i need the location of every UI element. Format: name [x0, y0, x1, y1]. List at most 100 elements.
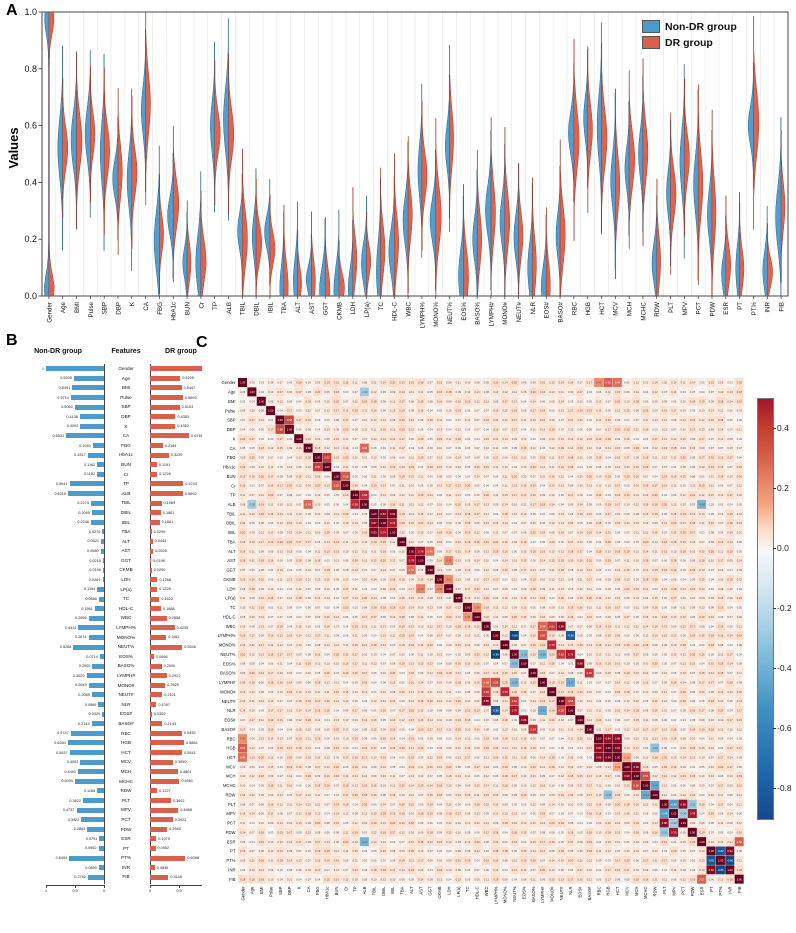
legend-label-nondr: Non-DR group [665, 20, 737, 33]
feature-row: 0.4092 K 0.4352 [12, 422, 216, 432]
dr-bar-cell: 0.0443 [148, 537, 216, 547]
panel-b-label: B [6, 332, 18, 349]
dr-bar-cell: 0.2811 [148, 633, 216, 643]
value-label-dr: 0.1989 [163, 501, 176, 506]
value-label-nondr: 0.1940 [79, 443, 91, 448]
bar-nondr [99, 836, 104, 842]
value-label-dr: 0.0443 [154, 539, 167, 544]
value-label-nondr: 0.5268 [59, 645, 72, 650]
bar-nondr [76, 807, 104, 813]
dr-bar-cell: 0.5205 [148, 374, 216, 384]
bar-dr [150, 874, 169, 880]
violin-nondr-half [735, 192, 740, 297]
x-tick-label: TP [212, 302, 219, 310]
dr-bar-cell: 0.0952 [148, 844, 216, 854]
violin-dr-half [697, 84, 704, 286]
value-label-dr: 0.4235 [176, 625, 189, 630]
bar-dr [150, 702, 157, 708]
panel-b-header-features: Features [111, 348, 141, 355]
value-label-nondr: 0.4138 [66, 414, 78, 419]
x-tick-label: ESR [723, 301, 730, 314]
feature-label: DBIL [120, 509, 132, 515]
bar-dr [150, 663, 162, 669]
value-label-nondr: 0.0199 [89, 568, 101, 573]
feature-row: 0.0329 EOS# 0.0352 [12, 709, 216, 719]
value-label-dr: 0.0198 [153, 558, 165, 563]
violin-dr-half [228, 53, 235, 216]
bar-dr [150, 452, 169, 458]
colorbar-tick-label: 0.0 [777, 543, 789, 553]
value-label-nondr: 0.0215 [89, 558, 101, 563]
feature-row: 0.2274 TBIL 0.1989 [12, 498, 216, 508]
value-label-nondr: 0.6000 [55, 856, 68, 861]
value-label-nondr: 0.5060 [61, 405, 73, 410]
value-label-dr: 0.2922 [168, 673, 181, 678]
value-label-nondr: 0.2863 [73, 827, 86, 832]
dr-bar-cell: 0.1661 [148, 518, 216, 528]
bar-dr [150, 798, 171, 804]
nondr-bar-cell: 0.0261 [12, 575, 104, 585]
violin-dr-half [103, 67, 110, 235]
value-label-nondr: 0.4092 [66, 424, 79, 429]
violin-nondr-half [555, 165, 561, 297]
nondr-bar-cell: 0.4062 [12, 757, 104, 767]
bar-dr [150, 414, 176, 420]
violin-dr-half [324, 217, 331, 297]
y-tick-label: 0.8 [24, 64, 37, 74]
violin-dr-half [255, 178, 262, 297]
feature-row: 0.4491 MCH 0.4801 [12, 767, 216, 777]
nondr-bar-cell: 0.5268 [12, 642, 104, 652]
colorbar-tick-label: -0.6 [777, 723, 792, 733]
dr-bar-cell: 0.5546 [148, 642, 216, 652]
dr-bar-cell: 0.2922 [148, 671, 216, 681]
violin-dr-half [601, 42, 608, 235]
value-label-nondr: 0.0866 [85, 597, 97, 602]
violin-nondr-half [762, 205, 768, 297]
feature-row: 0.5714 Pulse 0.5693 [12, 393, 216, 403]
feature-label: TBIL [121, 500, 131, 506]
bar-nondr [88, 634, 104, 640]
feature-row: 0.2674 MONO% 0.2811 [12, 633, 216, 643]
feature-bars-panel: Non-DR group Features DR group 1 Gender 1 0… [4, 344, 216, 919]
bar-dr [150, 826, 168, 832]
value-label-nondr: 0.1154 [83, 587, 96, 592]
violin-nondr-half [44, 11, 50, 297]
legend-label-dr: DR group [665, 36, 713, 49]
violin-nondr-half [499, 143, 506, 297]
nondr-bar-cell: 0.6000 [12, 853, 104, 863]
feature-label: FIB [122, 874, 130, 880]
feature-row: 0.1162 BUN 0.1191 [12, 460, 216, 470]
value-label-dr: 0.5693 [185, 395, 197, 400]
bar-nondr [78, 769, 104, 775]
violin-nondr-half [707, 129, 713, 297]
violin-dr-half [739, 203, 745, 297]
violin-nondr-half [568, 63, 575, 203]
violin-dr-half [780, 130, 786, 283]
value-label-nondr: 0.1166 [83, 788, 96, 793]
x-tick-label: LDH [350, 302, 357, 314]
feature-row: 0.0890 INR 0.0836 [12, 863, 216, 873]
value-label-dr: 0.0299 [153, 529, 166, 534]
value-label-dr: 0.2000 [163, 664, 176, 669]
dr-bar-cell: 0.3239 [148, 450, 216, 460]
dr-bar-cell: 0.2143 [148, 719, 216, 729]
bar-dr [150, 682, 166, 688]
feature-row: 0.6215 ALB 0.5692 [12, 489, 216, 499]
panel-b-left-spine [104, 364, 105, 884]
feature-label: HbA1c [119, 452, 133, 458]
violin-dr-half [62, 78, 69, 219]
axis-tick-label: 0.5 [176, 888, 182, 893]
x-tick-label: GGT [323, 302, 330, 316]
feature-label: DBP [121, 413, 131, 419]
value-label-nondr: 0.5205 [60, 376, 72, 381]
value-label-dr: 0.2184 [164, 443, 177, 448]
feature-label: RBC [121, 730, 131, 736]
bar-dr [150, 634, 167, 640]
violin-nondr-half [693, 88, 699, 281]
bar-nondr [81, 817, 104, 823]
panel-b-header-nondr: Non-DR group [34, 348, 82, 355]
dr-bar-cell: 0.1861 [148, 508, 216, 518]
panel-b-header-dr: DR group [165, 348, 197, 355]
x-tick-label: ALB [226, 302, 233, 314]
nondr-bar-cell: 0.4092 [12, 422, 104, 432]
